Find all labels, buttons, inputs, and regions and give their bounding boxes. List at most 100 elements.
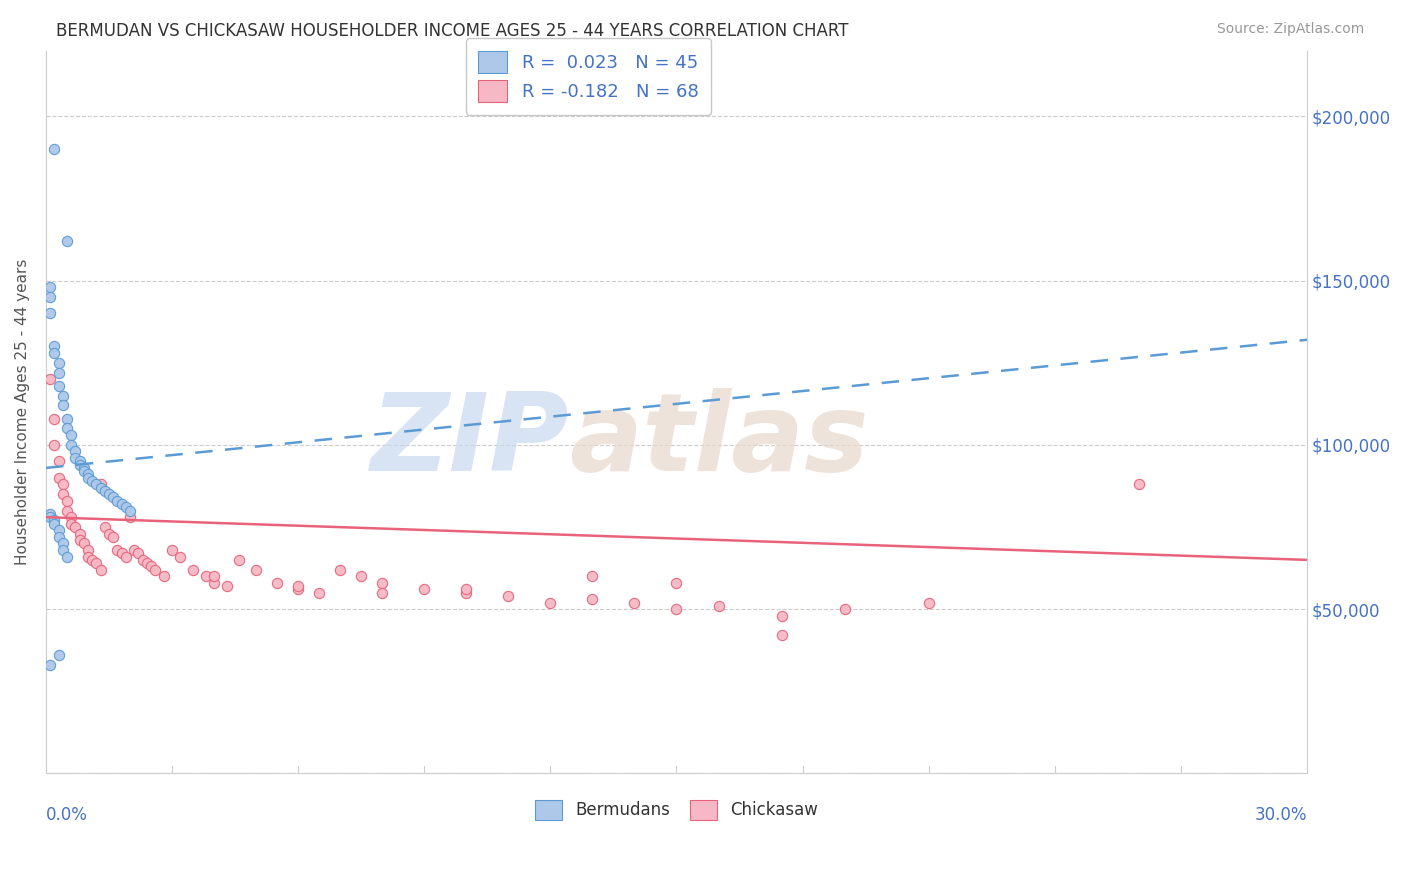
Point (707, 599, 730, 613)
Point (350, 569, 373, 583)
Point (86, 477, 108, 491)
Point (65, 444, 87, 458)
Point (56, 493, 79, 508)
Point (44, 516, 66, 531)
Point (538, 596, 561, 610)
Point (48, 378, 70, 392)
Point (228, 553, 250, 567)
Point (98, 487, 121, 501)
Point (160, 543, 183, 558)
Point (770, 608, 793, 623)
Point (94, 520, 117, 534)
Text: atlas: atlas (569, 388, 869, 494)
Point (169, 549, 191, 564)
Point (44, 142, 66, 156)
Point (48, 648, 70, 662)
Point (86, 556, 108, 570)
Point (456, 582, 478, 597)
Point (73, 464, 96, 478)
Point (103, 491, 125, 505)
Point (77, 467, 100, 482)
Point (77, 549, 100, 564)
Point (44, 411, 66, 425)
Point (60, 428, 83, 442)
Point (498, 589, 520, 603)
Text: BERMUDAN VS CHICKASAW HOUSEHOLDER INCOME AGES 25 - 44 YEARS CORRELATION CHART: BERMUDAN VS CHICKASAW HOUSEHOLDER INCOME… (56, 22, 849, 40)
Point (56, 421, 79, 435)
Point (90, 481, 112, 495)
Point (56, 549, 79, 564)
Point (371, 575, 394, 590)
Point (39, 658, 62, 673)
Point (107, 543, 129, 558)
Point (39, 372, 62, 386)
Point (69, 533, 91, 548)
Y-axis label: Householder Income Ages 25 - 44 years: Householder Income Ages 25 - 44 years (15, 259, 30, 566)
Point (90, 477, 112, 491)
Point (73, 536, 96, 550)
Point (56, 411, 79, 425)
Legend: Bermudans, Chickasaw: Bermudans, Chickasaw (529, 793, 824, 827)
Point (69, 458, 91, 472)
Point (103, 530, 125, 544)
Point (52, 399, 75, 413)
Point (48, 524, 70, 538)
Point (665, 575, 688, 590)
Point (770, 628, 793, 642)
Point (52, 543, 75, 558)
Point (39, 510, 62, 524)
Point (834, 602, 856, 616)
Point (69, 526, 91, 541)
Point (194, 569, 217, 583)
Point (918, 596, 941, 610)
Text: 0.0%: 0.0% (46, 806, 87, 824)
Point (44, 438, 66, 452)
Point (65, 451, 87, 466)
Point (73, 461, 96, 475)
Point (287, 582, 309, 597)
Point (202, 569, 225, 583)
Point (82, 474, 104, 488)
Point (52, 487, 75, 501)
Text: ZIP: ZIP (371, 388, 569, 494)
Point (52, 477, 75, 491)
Point (60, 516, 83, 531)
Point (44, 513, 66, 527)
Point (181, 563, 204, 577)
Point (48, 366, 70, 380)
Point (44, 346, 66, 360)
Point (1128, 477, 1150, 491)
Point (111, 546, 134, 560)
Point (90, 563, 112, 577)
Point (131, 553, 153, 567)
Point (107, 493, 129, 508)
Point (82, 553, 104, 567)
Point (287, 579, 309, 593)
Point (56, 234, 79, 248)
Point (60, 510, 83, 524)
Point (39, 507, 62, 521)
Point (77, 543, 100, 558)
Point (665, 602, 688, 616)
Point (266, 575, 288, 590)
Point (456, 586, 478, 600)
Point (115, 500, 138, 515)
Point (52, 536, 75, 550)
Point (413, 582, 436, 597)
Point (60, 438, 83, 452)
Point (139, 559, 162, 574)
Point (135, 556, 157, 570)
Point (115, 549, 138, 564)
Text: Source: ZipAtlas.com: Source: ZipAtlas.com (1216, 22, 1364, 37)
Point (118, 503, 141, 517)
Point (39, 280, 62, 294)
Point (329, 563, 352, 577)
Point (111, 497, 134, 511)
Point (581, 569, 603, 583)
Point (371, 586, 394, 600)
Point (48, 356, 70, 370)
Point (69, 454, 91, 468)
Point (77, 471, 100, 485)
Text: 30.0%: 30.0% (1254, 806, 1308, 824)
Point (118, 510, 141, 524)
